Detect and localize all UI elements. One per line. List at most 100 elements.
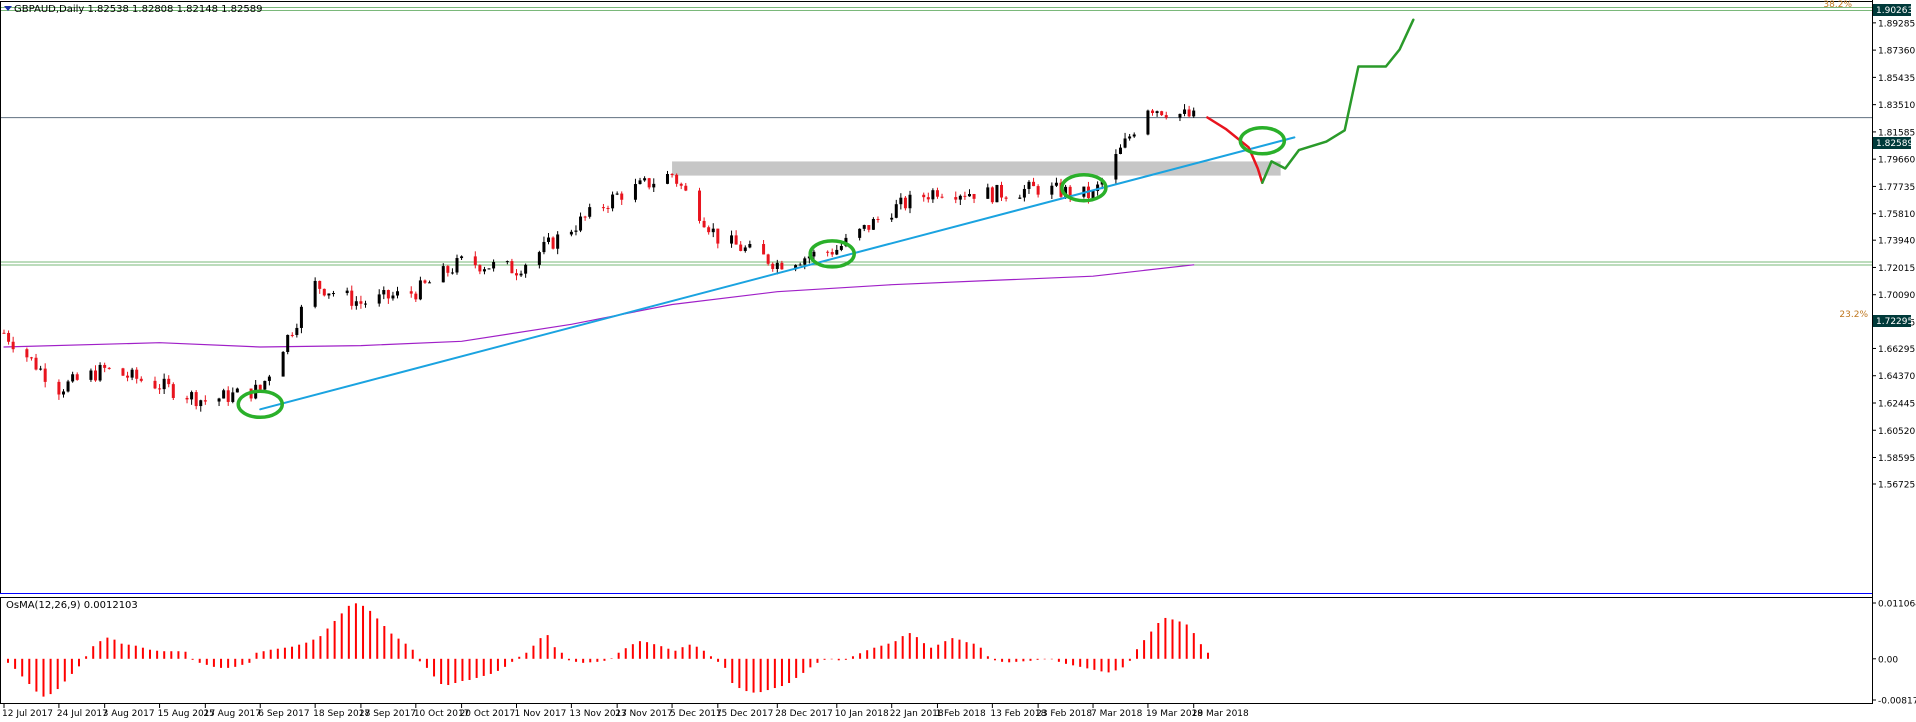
time-label: 29 Mar 2018: [1192, 709, 1249, 719]
time-label: 13 Feb 2018: [990, 709, 1046, 719]
price-label: 1.75810: [1878, 210, 1915, 220]
candle-body: [130, 369, 134, 378]
candle-body: [135, 369, 139, 379]
candle-body: [734, 235, 738, 245]
candle-body: [803, 258, 807, 265]
candle-body: [29, 357, 33, 359]
candle-body: [492, 262, 496, 269]
candle-body: [267, 376, 271, 381]
candle-body: [1036, 186, 1040, 195]
candle-body: [158, 388, 162, 390]
candle-body: [190, 392, 194, 400]
resistance-zone-rect: [672, 161, 1281, 176]
candle-body: [1032, 181, 1036, 187]
osma-label: 0.011064: [1878, 600, 1916, 610]
time-label: 12 Jul 2017: [2, 709, 53, 719]
candle-body: [1151, 110, 1155, 113]
highlight-circle: [1060, 172, 1108, 203]
time-label: 19 Mar 2018: [1146, 709, 1203, 719]
candle-body: [171, 384, 175, 398]
candle-body: [34, 357, 38, 370]
candle-body: [871, 218, 875, 230]
candle-body: [1050, 185, 1054, 195]
candle-body: [281, 351, 285, 377]
candle-body: [922, 194, 926, 198]
candle-body: [126, 375, 130, 378]
candle-body: [482, 269, 486, 272]
candle-body: [780, 262, 784, 270]
candle-body: [1054, 182, 1058, 186]
candle-body: [775, 262, 779, 269]
candle-body: [203, 400, 207, 402]
candle-body: [931, 190, 935, 200]
time-label: 24 Jul 2017: [57, 709, 108, 719]
price-label: 1.83510: [1878, 101, 1915, 111]
candle-body: [1114, 153, 1118, 180]
candle-body: [25, 349, 29, 358]
candle-body: [858, 228, 862, 238]
highlight-circle: [808, 239, 856, 269]
symbol-header[interactable]: GBPAUD,Daily 1.82538 1.82808 1.82148 1.8…: [4, 4, 262, 15]
time-label: 10 Jan 2018: [835, 709, 889, 719]
candle-body: [643, 178, 647, 181]
time-label: 23 Feb 2018: [1036, 709, 1092, 719]
candle-body: [66, 381, 70, 392]
candle-body: [377, 294, 381, 304]
candle-body: [460, 256, 464, 259]
candle-body: [428, 282, 432, 284]
candle-body: [510, 261, 514, 274]
candle-body: [71, 374, 75, 382]
candle-body: [743, 247, 747, 251]
fib-top-price-tag: 1.90263: [1873, 4, 1913, 16]
forecast-up-line: [1261, 18, 1415, 184]
price-frame: [0, 0, 1873, 704]
time-label: 25 Aug 2017: [203, 709, 261, 719]
candle-body: [258, 384, 262, 390]
current-price: 1.82589: [1876, 139, 1913, 149]
candle-body: [876, 218, 880, 220]
candle-body: [935, 190, 939, 197]
candle-body: [830, 252, 834, 255]
candle-body: [986, 187, 990, 199]
candle-body: [354, 301, 358, 306]
candle-body: [675, 174, 679, 184]
candle-body: [899, 197, 903, 205]
resistance-zone: [672, 161, 1281, 176]
price-label: 1.64370: [1878, 372, 1915, 382]
forecast-down-line: [1206, 116, 1264, 184]
candle-body: [967, 194, 971, 197]
candle-body: [441, 266, 445, 283]
candle-body: [867, 225, 871, 230]
candle-body: [414, 293, 418, 300]
candle-body: [711, 228, 715, 233]
candle-body: [1068, 186, 1072, 197]
candle-body: [290, 334, 294, 336]
candle-body: [396, 291, 400, 296]
candle-body: [569, 231, 573, 235]
candle-body: [611, 194, 615, 209]
candle-body: [730, 235, 734, 244]
time-label: 10 Oct 2017: [414, 709, 470, 719]
candle-body: [1018, 197, 1022, 199]
candle-body: [1183, 109, 1187, 114]
candle-body: [345, 290, 349, 294]
time-label: 28 Sep 2017: [359, 709, 416, 719]
candle-body: [75, 374, 79, 380]
candle-body: [798, 264, 802, 266]
chevron-down-icon[interactable]: [4, 6, 12, 11]
candle-body: [318, 280, 322, 289]
candle-body: [556, 234, 560, 249]
candle-body: [1118, 147, 1122, 154]
osma-histogram: [7, 603, 1209, 697]
highlight-circle: [1238, 126, 1287, 156]
price-label: 1.79660: [1878, 156, 1915, 166]
candle-body: [702, 220, 706, 228]
candle-body: [524, 264, 528, 274]
candle-body: [89, 370, 93, 380]
time-label: 6 Sep 2017: [258, 709, 309, 719]
candle-body: [583, 216, 587, 218]
candles: [2, 104, 1196, 412]
candle-body: [1192, 110, 1196, 117]
